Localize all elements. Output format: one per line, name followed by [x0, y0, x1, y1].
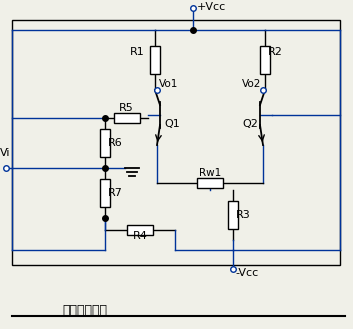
Text: R7: R7 — [108, 188, 123, 198]
Text: R3: R3 — [236, 210, 251, 220]
Text: R5: R5 — [119, 103, 134, 113]
Text: Vo2: Vo2 — [241, 79, 261, 89]
Text: -Vcc: -Vcc — [235, 268, 258, 278]
Bar — [127, 225, 153, 235]
Text: Rw1: Rw1 — [199, 168, 221, 178]
Text: Q2: Q2 — [242, 119, 258, 129]
Text: R2: R2 — [268, 47, 283, 57]
Text: 差分放大電路: 差分放大電路 — [62, 303, 108, 316]
Bar — [12, 20, 340, 265]
Bar — [197, 178, 223, 188]
Bar — [150, 46, 160, 74]
Text: Vo1: Vo1 — [159, 79, 178, 89]
Text: R4: R4 — [133, 231, 148, 241]
Text: Q1: Q1 — [164, 119, 180, 129]
Text: Vi: Vi — [0, 148, 10, 158]
Bar — [228, 201, 238, 229]
Bar — [260, 46, 270, 74]
Text: R6: R6 — [108, 138, 123, 148]
Bar — [100, 179, 110, 207]
Text: R1: R1 — [130, 47, 144, 57]
Bar — [114, 113, 139, 123]
Bar — [100, 129, 110, 157]
Text: +Vcc: +Vcc — [197, 2, 226, 12]
